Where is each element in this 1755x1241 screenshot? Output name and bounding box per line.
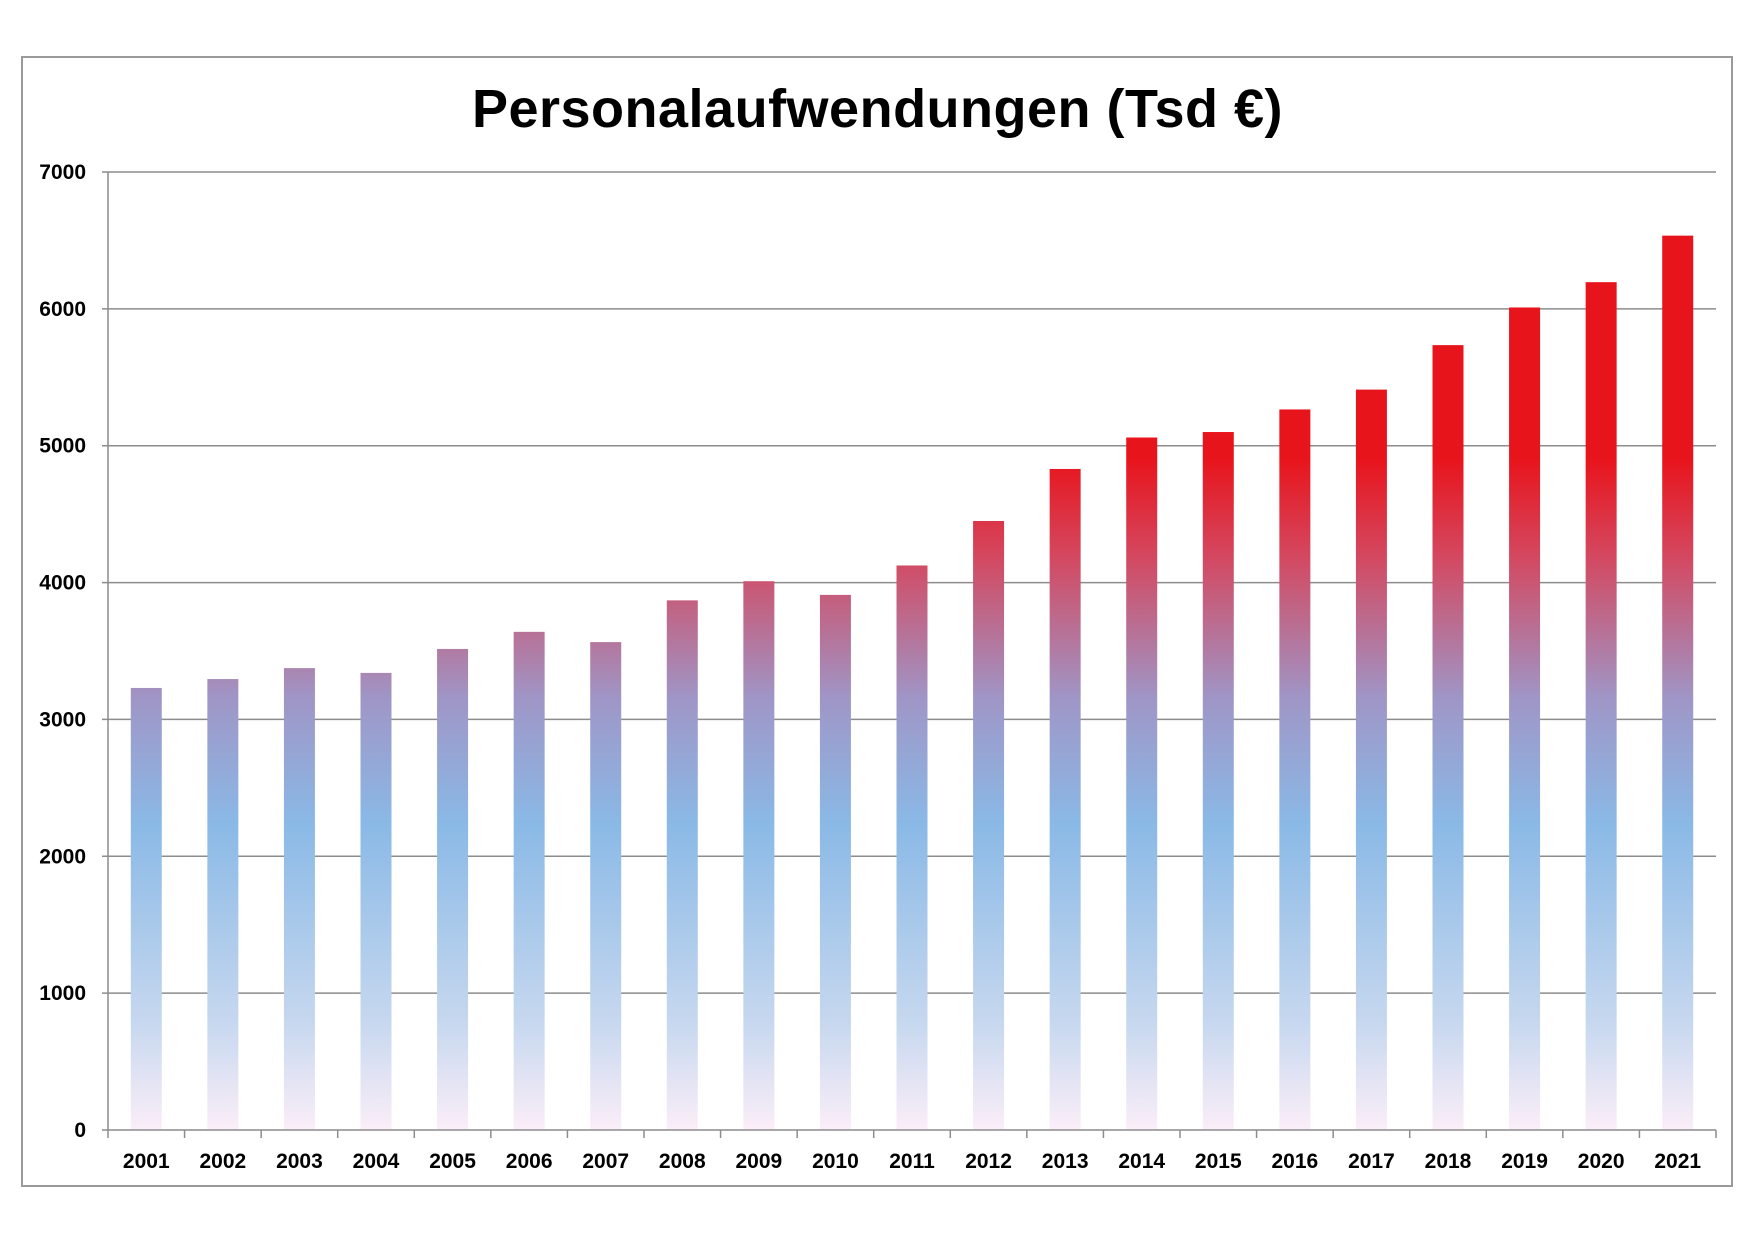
- bar-2020: [1585, 282, 1617, 1130]
- x-tick-label: 2005: [429, 1150, 476, 1173]
- x-tick-label: 2011: [889, 1150, 935, 1173]
- y-tick-label: 1000: [39, 982, 86, 1005]
- y-tick-label: 5000: [39, 435, 86, 458]
- y-tick-label: 6000: [39, 298, 86, 321]
- axes: [102, 172, 1717, 1138]
- y-tick-labels: 0 1000 2000 3000 4000 5000 6000 7000: [39, 161, 86, 1142]
- x-tick-label: 2001: [123, 1150, 170, 1173]
- x-tick-label: 2020: [1578, 1150, 1625, 1173]
- bar-2014: [1126, 437, 1158, 1130]
- bar-2005: [437, 648, 469, 1130]
- bar-2004: [360, 672, 392, 1130]
- bar-2002: [207, 679, 239, 1130]
- y-tick-label: 3000: [39, 708, 86, 731]
- bar-2001: [130, 687, 162, 1130]
- bar-2017: [1355, 389, 1387, 1130]
- x-tick-label: 2007: [582, 1150, 629, 1173]
- x-tick-label: 2012: [965, 1150, 1012, 1173]
- bar-2016: [1279, 409, 1311, 1130]
- x-tick-label: 2003: [276, 1150, 323, 1173]
- y-tick-label: 2000: [39, 845, 86, 868]
- x-tick-label: 2009: [735, 1150, 782, 1173]
- x-tick-label: 2015: [1195, 1150, 1242, 1173]
- chart-title: Personalaufwendungen (Tsd €): [471, 79, 1284, 139]
- bars: [130, 235, 1694, 1131]
- x-tick-label: 2016: [1271, 1150, 1318, 1173]
- bar-2013: [1049, 468, 1081, 1131]
- bar-2007: [590, 642, 622, 1130]
- y-tick-label: 0: [74, 1119, 86, 1142]
- bar-2010: [819, 594, 851, 1130]
- x-tick-label: 2017: [1348, 1150, 1395, 1173]
- x-tick-label: 2013: [1042, 1150, 1089, 1173]
- bar-2008: [666, 600, 698, 1130]
- x-tick-label: 2018: [1425, 1150, 1472, 1173]
- bar-2012: [973, 520, 1005, 1130]
- bar-2006: [513, 631, 545, 1130]
- bar-2011: [896, 565, 928, 1130]
- x-tick-labels: 2001 2002 2003 2004 2005 2006 2007 2008 2009 2010…: [123, 1150, 1701, 1173]
- bar-2019: [1509, 307, 1541, 1130]
- bar-2018: [1432, 345, 1464, 1131]
- y-tick-label: 7000: [39, 161, 86, 184]
- x-tick-label: 2021: [1654, 1150, 1701, 1173]
- y-tick-label: 4000: [39, 572, 86, 595]
- bar-2015: [1202, 432, 1234, 1130]
- x-tick-label: 2002: [199, 1150, 246, 1173]
- x-tick-label: 2008: [659, 1150, 706, 1173]
- bar-2003: [283, 668, 315, 1130]
- bar-2021: [1662, 235, 1694, 1131]
- x-tick-label: 2004: [353, 1150, 400, 1173]
- bar-2009: [743, 581, 775, 1130]
- x-tick-label: 2014: [1118, 1150, 1165, 1173]
- x-tick-label: 2019: [1501, 1150, 1548, 1173]
- x-tick-label: 2010: [812, 1150, 859, 1173]
- x-tick-label: 2006: [506, 1150, 553, 1173]
